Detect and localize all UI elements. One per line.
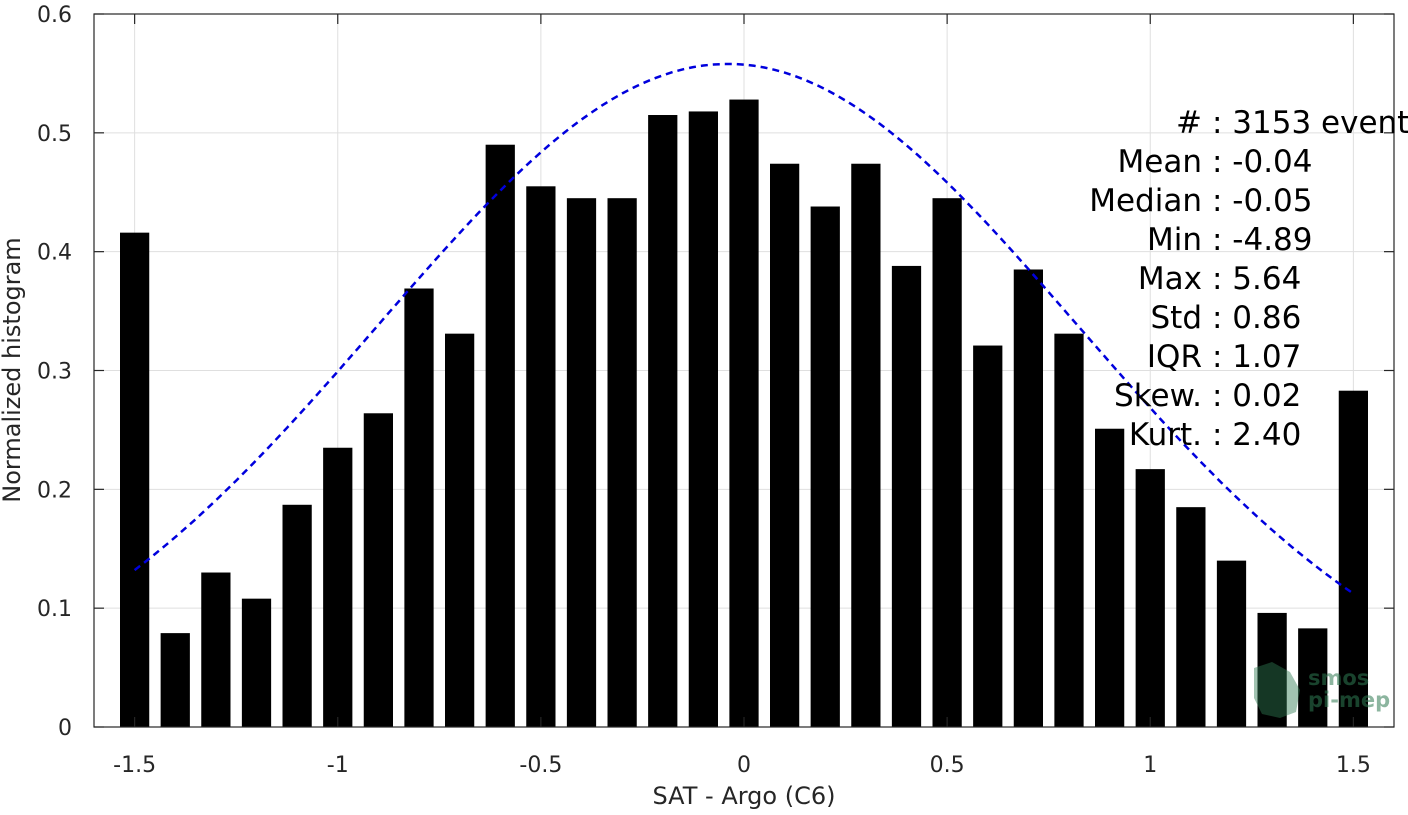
y-tick-label: 0.2: [37, 478, 72, 503]
histogram-bar: [1095, 428, 1125, 727]
histogram-bar: [648, 115, 678, 728]
stat-label-value: : -0.04: [1212, 144, 1313, 180]
stat-line: Max : 5.64: [1138, 261, 1301, 297]
histogram-bar: [973, 345, 1003, 727]
histogram-bar: [201, 572, 231, 727]
stat-line: Kurt. : 2.40: [1129, 417, 1302, 453]
stat-label-name: Max: [1138, 261, 1202, 297]
histogram-bar: [160, 633, 190, 727]
y-tick-label: 0.3: [37, 360, 72, 385]
x-tick-label: -0.5: [519, 753, 562, 778]
tick-labels: -1.5 -1 -0.5 0 0.5 1 1.5 0 0.1 0.2 0.3 0.4 0.5 0.6: [37, 3, 1371, 778]
stat-label-value: : -4.89: [1212, 222, 1313, 258]
histogram-bar: [120, 232, 150, 728]
histogram-bar: [1216, 560, 1247, 727]
x-tick-label: -1: [327, 753, 349, 778]
stat-label-name: #: [1176, 105, 1202, 141]
y-tick-label: 0.6: [37, 3, 72, 28]
y-axis-title: Normalized histogram: [0, 237, 26, 502]
x-axis-title: SAT - Argo (C6): [653, 782, 836, 810]
stat-label-value: : 5.64: [1212, 261, 1301, 297]
stat-label-name: Std: [1150, 300, 1202, 336]
y-tick-label: 0.5: [37, 122, 72, 147]
histogram-bar: [932, 198, 962, 728]
stat-label-value: : 0.86: [1212, 300, 1301, 336]
histogram-bar: [1298, 628, 1328, 727]
histogram-bar: [485, 144, 515, 727]
histogram-bar: [851, 163, 881, 728]
stat-line: Min : -4.89: [1147, 222, 1313, 258]
stat-label-value: : 3153 events: [1212, 105, 1408, 141]
histogram-bar: [241, 598, 272, 727]
stat-line: Skew. : 0.02: [1114, 378, 1301, 414]
map-icon: [1254, 662, 1300, 718]
histogram-bar: [810, 206, 840, 727]
stat-line: Median : -0.05: [1089, 183, 1312, 219]
histogram-bar: [1135, 469, 1165, 727]
histogram-bar: [282, 504, 312, 727]
axes: [93, 13, 1395, 728]
x-tick-label: 0.5: [930, 753, 965, 778]
bars: [120, 99, 1368, 728]
stat-line: IQR : 1.07: [1147, 339, 1301, 375]
y-tick-label: 0.1: [37, 597, 72, 622]
stat-label-name: Mean: [1118, 144, 1202, 180]
stat-label-name: Kurt.: [1129, 417, 1202, 453]
x-tick-label: 1: [1143, 753, 1157, 778]
histogram-bar: [323, 447, 353, 727]
x-tick-label: 0: [737, 753, 751, 778]
stat-line: Std : 0.86: [1150, 300, 1301, 336]
y-tick-label: 0.4: [37, 241, 72, 266]
histogram-bar: [1257, 612, 1287, 727]
histogram-bar: [1176, 507, 1206, 727]
stat-label-name: IQR: [1147, 339, 1202, 375]
stat-line: Mean : -0.04: [1118, 144, 1313, 180]
stat-line: # : 3153 events: [1176, 105, 1408, 141]
stat-label-name: Median: [1089, 183, 1202, 219]
watermark-line1: smos: [1308, 666, 1369, 690]
histogram-bar: [363, 413, 393, 727]
histogram-bar: [688, 111, 718, 727]
histogram-bar: [526, 186, 556, 727]
histogram-bar: [891, 265, 922, 727]
stat-label-value: : 0.02: [1212, 378, 1301, 414]
stat-label-name: Skew.: [1114, 378, 1202, 414]
histogram-bar: [1338, 390, 1368, 727]
histogram-bar: [1054, 333, 1084, 727]
histogram-bar: [1013, 269, 1043, 727]
histogram-bar: [729, 99, 759, 727]
watermark-logo: smos pi-mep: [1254, 662, 1390, 718]
x-tick-label: -1.5: [113, 753, 156, 778]
histogram-bar: [404, 288, 434, 727]
x-tick-label: 1.5: [1336, 753, 1371, 778]
histogram-bar: [445, 333, 475, 727]
stat-label-value: : 2.40: [1212, 417, 1301, 453]
watermark-line2: pi-mep: [1308, 688, 1390, 712]
histogram-bar: [566, 198, 597, 728]
histogram-bar: [770, 163, 800, 728]
histogram-bar: [607, 198, 637, 728]
stat-label-value: : -0.05: [1212, 183, 1313, 219]
stat-label-value: : 1.07: [1212, 339, 1301, 375]
stat-label-name: Min: [1147, 222, 1202, 258]
y-tick-label: 0: [58, 716, 72, 741]
